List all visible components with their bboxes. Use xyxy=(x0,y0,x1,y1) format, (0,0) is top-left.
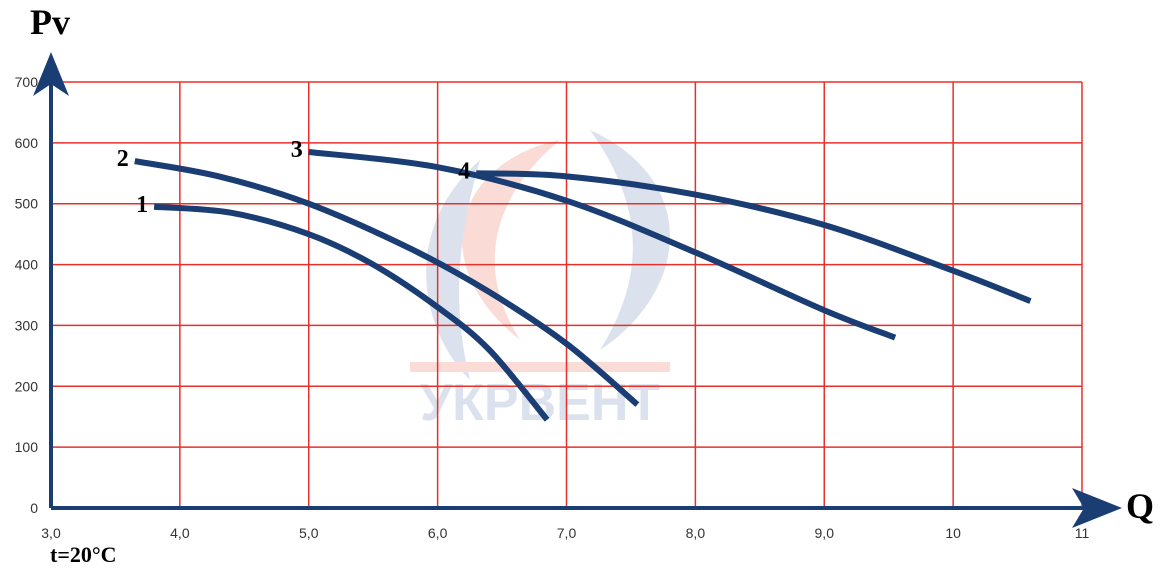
x-tick-label: 11 xyxy=(1075,525,1090,541)
series-line-4 xyxy=(476,170,1032,304)
y-tick-label: 200 xyxy=(15,378,39,394)
series-line-3 xyxy=(308,149,897,341)
grid xyxy=(51,81,1083,508)
temperature-note: t=20°C xyxy=(50,542,117,567)
series-label-1: 1 xyxy=(136,192,148,218)
x-tick-label: 7,0 xyxy=(557,525,577,541)
x-tick-label: 8,0 xyxy=(686,525,706,541)
series-line-2 xyxy=(134,158,640,407)
x-tick-label: 3,0 xyxy=(41,525,61,541)
x-tick-label: 5,0 xyxy=(299,525,319,541)
x-tick-label: 9,0 xyxy=(815,525,835,541)
series-label-2: 2 xyxy=(117,146,129,172)
curves xyxy=(134,149,1032,422)
series-line-1 xyxy=(153,203,550,422)
x-axis-arrow xyxy=(1072,488,1122,528)
watermark-flame-blue xyxy=(590,130,670,350)
x-tick-label: 10 xyxy=(945,525,961,541)
x-tick-label: 6,0 xyxy=(428,525,448,541)
y-tick-label: 500 xyxy=(15,196,39,212)
y-tick-label: 0 xyxy=(30,500,38,516)
y-tick-label: 700 xyxy=(15,74,39,90)
y-tick-label: 600 xyxy=(15,135,39,151)
y-tick-label: 400 xyxy=(15,257,39,273)
watermark-text: УКРВЕНТ xyxy=(420,374,661,432)
x-tick-label: 4,0 xyxy=(170,525,190,541)
series-label-4: 4 xyxy=(458,158,470,184)
y-axis-title: Pv xyxy=(30,2,70,42)
axes xyxy=(33,52,1122,528)
x-axis-title: Q xyxy=(1126,486,1154,526)
tick-labels: 3,0 4,0 5,0 6,0 7,0 8,0 9,0 10 11 0 100 200 300 400 50… xyxy=(15,74,1090,541)
y-tick-label: 300 xyxy=(15,317,39,333)
y-axis-arrow xyxy=(33,52,69,96)
series-label-3: 3 xyxy=(291,137,303,163)
y-tick-label: 100 xyxy=(15,439,39,455)
curve-labels: 12 3 4 xyxy=(117,137,471,218)
watermark-bar xyxy=(410,362,670,372)
